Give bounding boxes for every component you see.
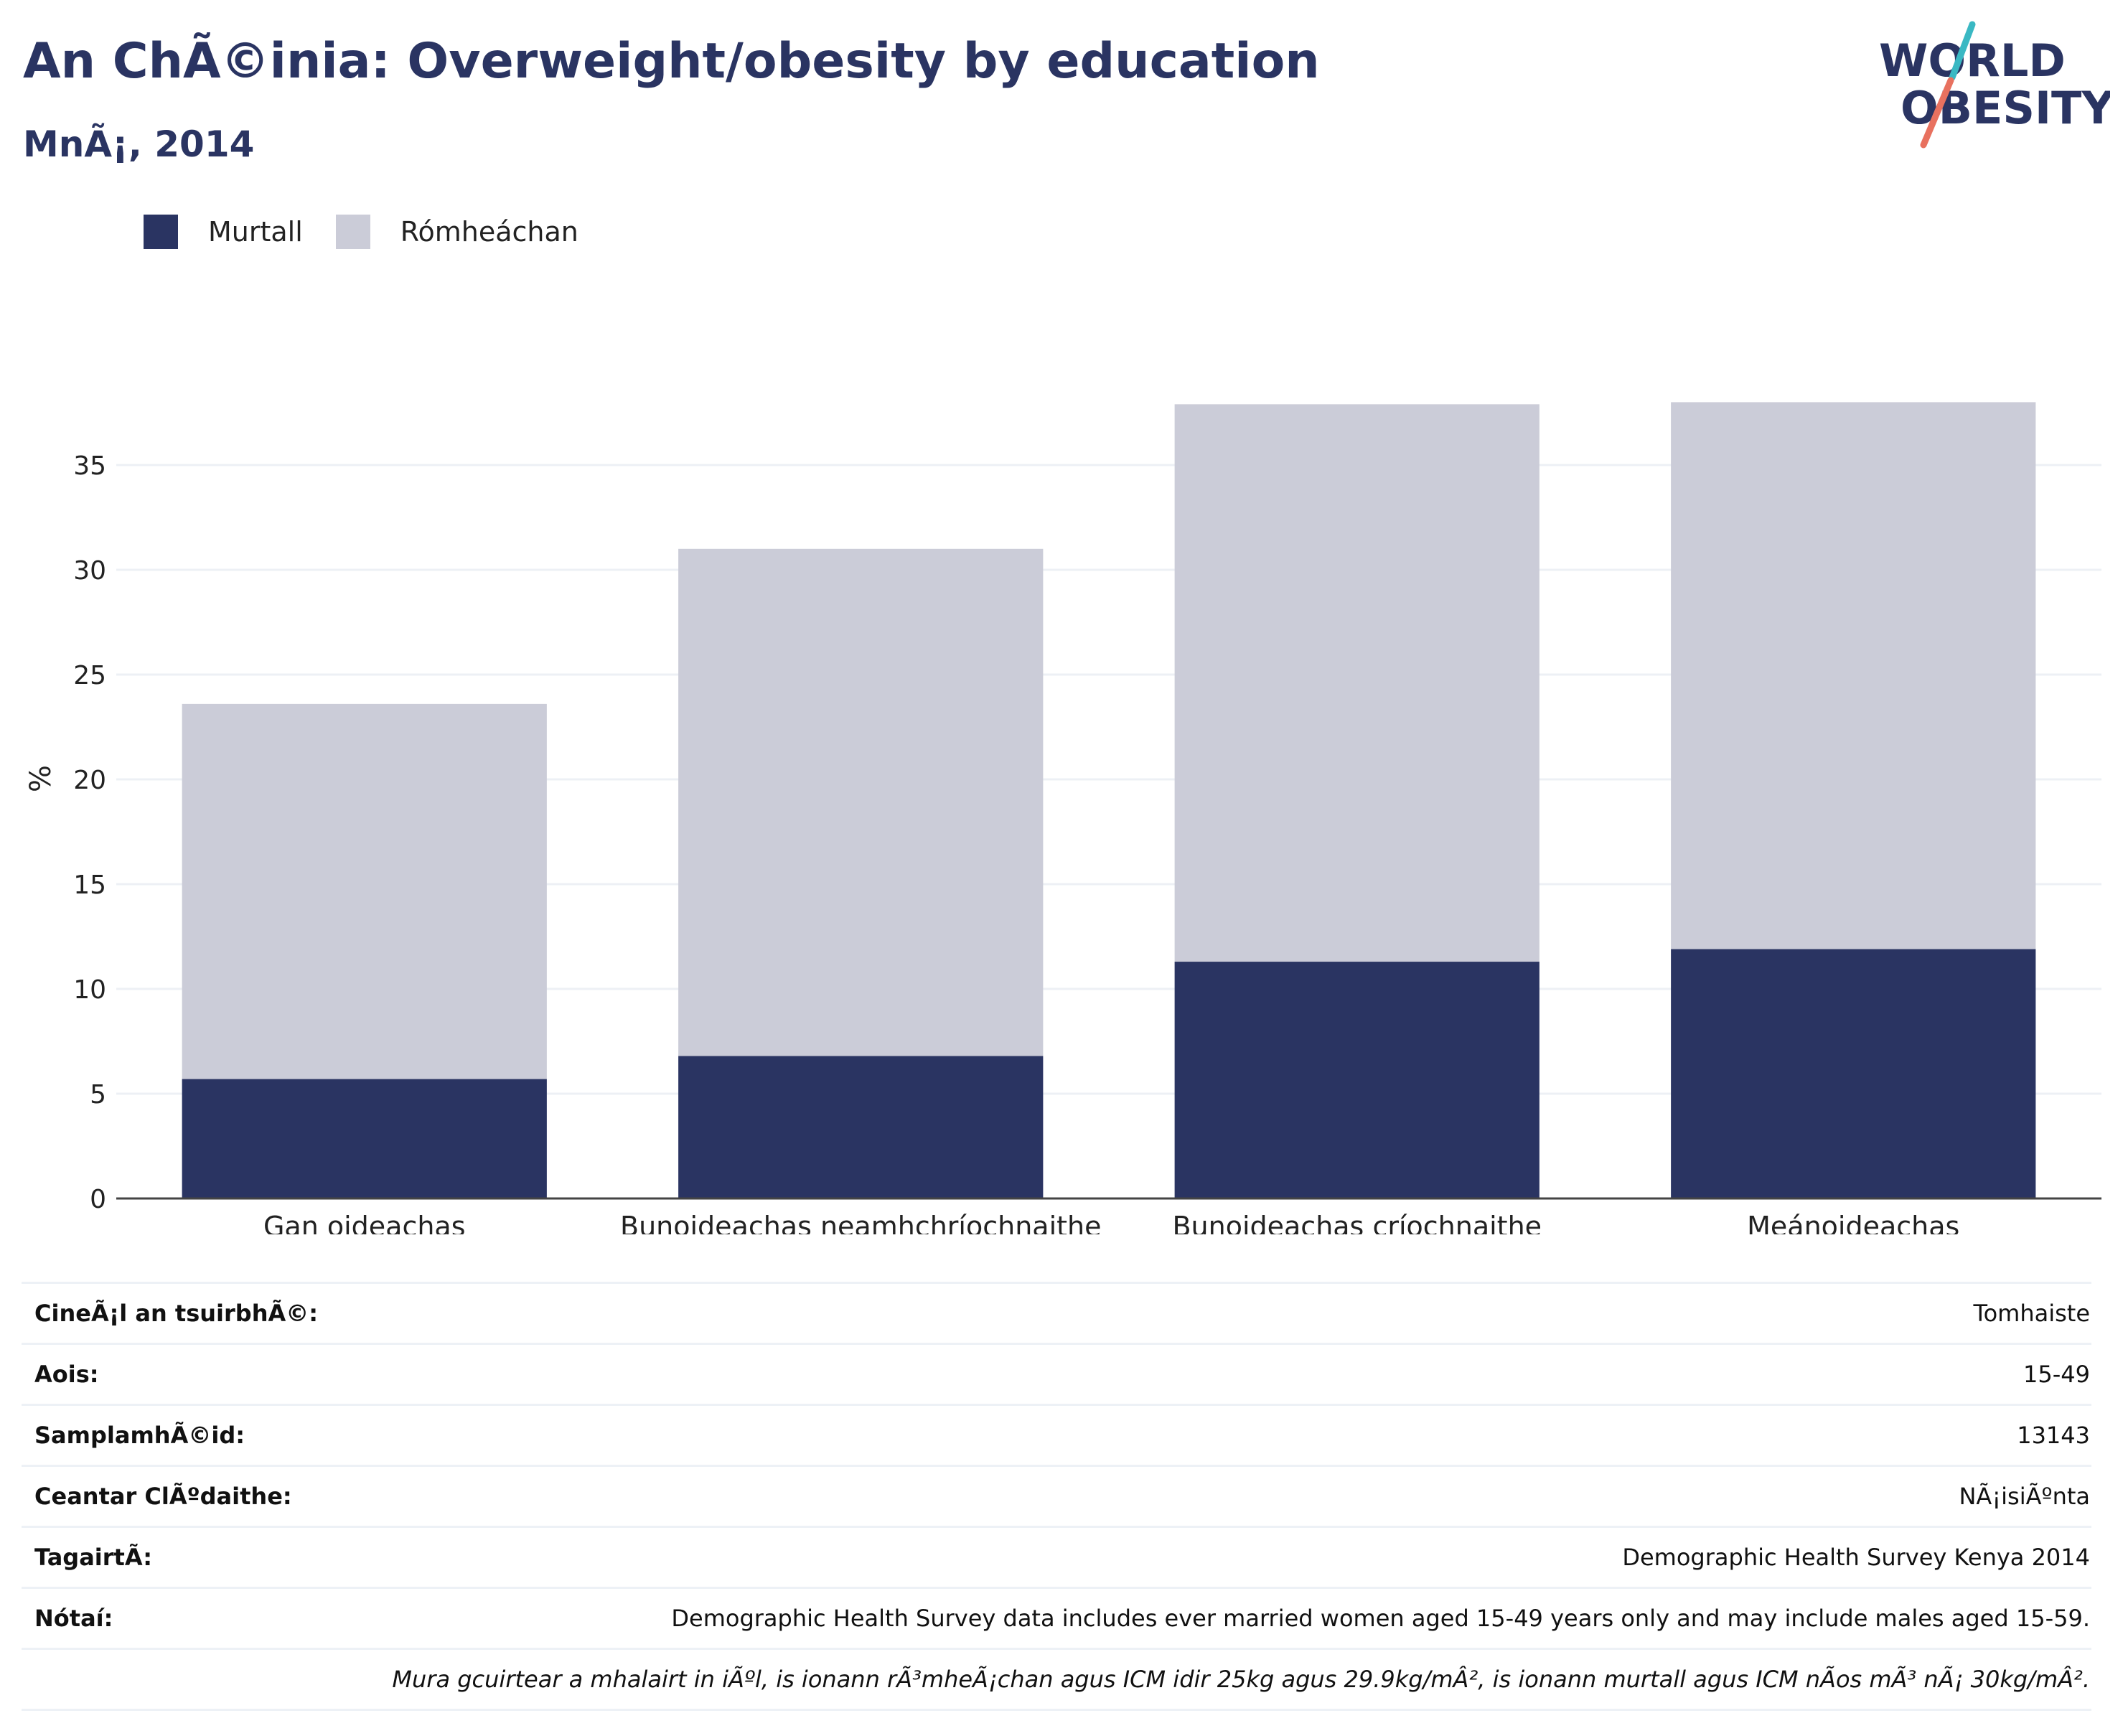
info-value: Tomhaiste (1973, 1300, 2090, 1327)
logo-slash-coral (1920, 77, 1954, 149)
bar-romheachan-3[interactable] (1671, 402, 2036, 949)
bar-romheachan-1[interactable] (678, 548, 1044, 1056)
info-value: NÃ¡isiÃºnta (1959, 1483, 2090, 1510)
x-tick-label: Bunoideachas críochnaithe (1172, 1211, 1542, 1234)
stacked-bar-chart: 0 5 10 15 20 25 30 35% Gan oideachas Bunoideachas… (24, 402, 2101, 1234)
info-label: Ceantar ClÃºdaithe: (34, 1483, 292, 1510)
bar-murtall-1[interactable] (678, 1056, 1044, 1198)
x-tick-label: Bunoideachas neamhchríochnaithe (620, 1211, 1102, 1234)
info-label: TagairtÃ: (34, 1544, 152, 1571)
y-tick-label: 0 (90, 1185, 106, 1214)
bar-murtall-2[interactable] (1174, 962, 1539, 1198)
bar-romheachan-2[interactable] (1174, 404, 1539, 962)
info-value: 13143 (2017, 1422, 2090, 1449)
bar-romheachan-0[interactable] (182, 703, 547, 1079)
bar-murtall-0[interactable] (182, 1079, 547, 1198)
info-row: Nótaí: Demographic Health Survey data inc… (22, 1587, 2091, 1648)
info-value: Demographic Health Survey data includes … (671, 1605, 2090, 1632)
legend-item-romheachan[interactable]: Rómheáchan (335, 215, 578, 249)
bar-murtall-3[interactable] (1671, 949, 2036, 1198)
legend-swatch-romheachan (335, 215, 370, 249)
x-tick-label: Meánoideachas (1747, 1211, 1959, 1234)
y-tick-label: 35 (73, 451, 106, 481)
legend-swatch-murtall (144, 215, 178, 249)
chart-title: An ChÃ©inia: Overweight/obesity by educa… (23, 33, 1320, 90)
chart-subtitle: MnÃ¡, 2014 (23, 123, 255, 165)
info-value: 15-49 (2023, 1361, 2090, 1388)
info-label: Nótaí: (34, 1605, 113, 1632)
logo-text-obesity: OBESITY (1901, 82, 2110, 134)
y-tick-label: 30 (73, 556, 106, 586)
world-obesity-logo: WORLD OBESITY (1879, 21, 2110, 149)
y-tick-label: 15 (73, 871, 106, 900)
info-value: Demographic Health Survey Kenya 2014 (1622, 1544, 2090, 1571)
legend-item-murtall[interactable]: Murtall (144, 215, 303, 249)
y-tick-label: 25 (73, 661, 106, 690)
y-tick-label: 10 (73, 975, 106, 1005)
info-label: Aois: (34, 1361, 99, 1388)
info-row: SamplamhÃ©id: 13143 (22, 1404, 2091, 1465)
info-row: Ceantar ClÃºdaithe: NÃ¡isiÃºnta (22, 1465, 2091, 1526)
y-tick-label: 20 (73, 766, 106, 795)
legend-label-murtall: Murtall (208, 216, 303, 248)
x-tick-label: Gan oideachas (263, 1211, 466, 1234)
logo-slash-teal (1949, 21, 1976, 81)
definition-note: Mura gcuirtear a mhalairt in iÃºl, is io… (392, 1666, 2090, 1693)
y-tick-label: 5 (90, 1080, 106, 1109)
y-axis-label: % (24, 765, 57, 792)
survey-info-table: CineÃ¡l an tsuirbhÃ©: Tomhaiste Aois: 15-49… (22, 1282, 2091, 1711)
legend-label-romheachan: Rómheáchan (400, 216, 578, 248)
info-row: Mura gcuirtear a mhalairt in iÃºl, is io… (22, 1648, 2091, 1711)
info-row: TagairtÃ: Demographic Health Survey Kenya… (22, 1526, 2091, 1587)
info-label: SamplamhÃ©id: (34, 1422, 245, 1449)
info-label: CineÃ¡l an tsuirbhÃ©: (34, 1300, 319, 1327)
info-row: Aois: 15-49 (22, 1343, 2091, 1404)
chart-legend: Murtall Rómheáchan (144, 214, 611, 250)
info-row: CineÃ¡l an tsuirbhÃ©: Tomhaiste (22, 1282, 2091, 1343)
logo-text-world: WORLD (1879, 34, 2066, 87)
